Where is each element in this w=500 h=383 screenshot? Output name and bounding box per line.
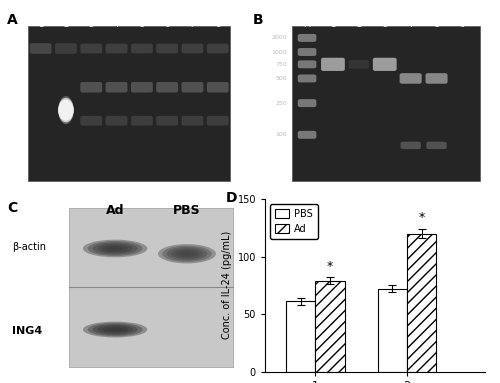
Ellipse shape	[166, 247, 207, 260]
Ellipse shape	[83, 322, 148, 337]
Text: 5: 5	[434, 20, 439, 29]
FancyBboxPatch shape	[55, 43, 77, 54]
FancyBboxPatch shape	[131, 116, 153, 126]
FancyBboxPatch shape	[298, 131, 316, 139]
Text: PBS: PBS	[173, 205, 201, 218]
Ellipse shape	[98, 244, 133, 253]
Text: 500: 500	[275, 76, 287, 81]
Ellipse shape	[92, 242, 138, 255]
Ellipse shape	[180, 251, 194, 256]
Ellipse shape	[107, 246, 123, 251]
FancyBboxPatch shape	[106, 82, 128, 93]
FancyBboxPatch shape	[182, 44, 204, 53]
FancyBboxPatch shape	[131, 44, 153, 53]
FancyBboxPatch shape	[30, 43, 52, 54]
Ellipse shape	[102, 245, 128, 252]
Bar	[316, 281, 344, 372]
Bar	[286, 301, 316, 372]
Ellipse shape	[83, 240, 148, 257]
FancyBboxPatch shape	[207, 44, 229, 53]
FancyBboxPatch shape	[28, 26, 230, 181]
Ellipse shape	[88, 323, 142, 336]
FancyBboxPatch shape	[298, 74, 316, 82]
Text: 100: 100	[275, 132, 287, 137]
Text: D: D	[226, 190, 237, 205]
FancyBboxPatch shape	[298, 99, 316, 107]
FancyBboxPatch shape	[426, 73, 448, 84]
Text: *: *	[418, 211, 425, 224]
Ellipse shape	[58, 100, 74, 121]
FancyBboxPatch shape	[156, 116, 178, 126]
Text: 6: 6	[164, 20, 170, 29]
FancyBboxPatch shape	[400, 73, 421, 84]
Ellipse shape	[88, 241, 142, 256]
Text: ING4: ING4	[12, 326, 42, 336]
FancyBboxPatch shape	[207, 82, 229, 93]
Ellipse shape	[171, 249, 203, 259]
Text: 2: 2	[356, 20, 362, 29]
FancyBboxPatch shape	[298, 61, 316, 68]
FancyBboxPatch shape	[70, 208, 232, 367]
Ellipse shape	[107, 327, 123, 332]
FancyBboxPatch shape	[182, 82, 204, 93]
Text: 3: 3	[382, 20, 388, 29]
Ellipse shape	[102, 326, 128, 333]
Ellipse shape	[162, 246, 212, 262]
FancyBboxPatch shape	[400, 142, 421, 149]
Legend: PBS, Ad: PBS, Ad	[270, 204, 318, 239]
FancyBboxPatch shape	[207, 116, 229, 126]
Ellipse shape	[92, 324, 138, 335]
Bar	[378, 289, 407, 372]
Text: 4: 4	[114, 20, 119, 29]
FancyBboxPatch shape	[80, 82, 102, 93]
Ellipse shape	[58, 98, 74, 123]
Text: 4: 4	[408, 20, 414, 29]
Text: 6: 6	[460, 20, 465, 29]
FancyBboxPatch shape	[156, 44, 178, 53]
Bar	[407, 234, 436, 372]
Text: 1: 1	[38, 20, 44, 29]
FancyBboxPatch shape	[426, 142, 446, 149]
FancyBboxPatch shape	[106, 44, 128, 53]
Text: *: *	[327, 260, 333, 273]
Text: 1: 1	[330, 20, 336, 29]
Text: B: B	[252, 13, 263, 27]
FancyBboxPatch shape	[182, 116, 204, 126]
Ellipse shape	[98, 325, 133, 334]
FancyBboxPatch shape	[80, 44, 102, 53]
Text: 2000: 2000	[271, 35, 287, 41]
Text: 7: 7	[190, 20, 195, 29]
Text: M: M	[304, 20, 310, 29]
FancyBboxPatch shape	[298, 34, 316, 42]
FancyBboxPatch shape	[373, 58, 396, 71]
FancyBboxPatch shape	[106, 116, 128, 126]
Ellipse shape	[158, 244, 216, 264]
Text: 2: 2	[64, 20, 68, 29]
Text: 1000: 1000	[271, 49, 287, 54]
Text: A: A	[8, 13, 18, 27]
Text: C: C	[8, 201, 18, 215]
FancyBboxPatch shape	[156, 82, 178, 93]
Y-axis label: Conc. of IL-24 (pg/mL): Conc. of IL-24 (pg/mL)	[222, 231, 232, 339]
FancyBboxPatch shape	[298, 48, 316, 56]
Text: 5: 5	[139, 20, 144, 29]
Ellipse shape	[176, 250, 199, 258]
Text: 8: 8	[215, 20, 220, 29]
FancyBboxPatch shape	[321, 58, 345, 71]
Text: 3: 3	[88, 20, 94, 29]
FancyBboxPatch shape	[80, 116, 102, 126]
Text: 750: 750	[275, 62, 287, 67]
FancyBboxPatch shape	[348, 60, 369, 69]
Text: Ad: Ad	[106, 205, 124, 218]
Ellipse shape	[58, 96, 74, 124]
FancyBboxPatch shape	[292, 26, 480, 181]
Text: 250: 250	[275, 101, 287, 106]
FancyBboxPatch shape	[131, 82, 153, 93]
Text: β-actin: β-actin	[12, 242, 46, 252]
